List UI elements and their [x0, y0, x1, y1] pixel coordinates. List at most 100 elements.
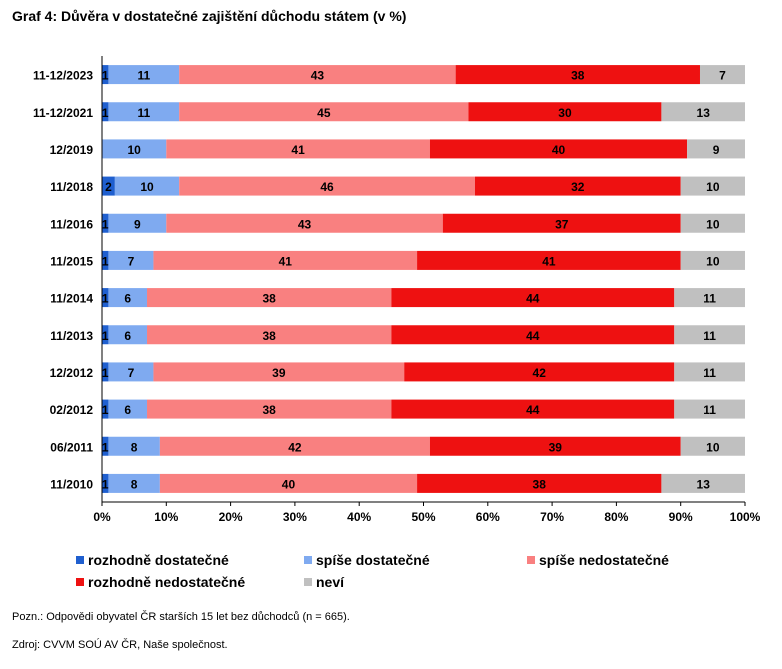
data-label: 45	[317, 106, 331, 120]
legend-item: spíše dostatečné	[304, 552, 430, 568]
data-label: 10	[706, 440, 720, 454]
category-label: 11-12/2023	[33, 69, 93, 83]
bar-segment	[102, 473, 109, 493]
data-label: 11	[703, 403, 716, 417]
data-label: 32	[571, 180, 585, 194]
data-label: 1	[102, 69, 109, 83]
bar-segment	[674, 325, 745, 345]
data-label: 11	[137, 69, 150, 83]
x-tick-label: 30%	[283, 510, 307, 524]
data-label: 7	[719, 69, 726, 83]
data-label: 1	[102, 440, 109, 454]
x-tick-label: 20%	[219, 510, 243, 524]
data-label: 40	[552, 143, 566, 157]
bar-segment	[153, 250, 418, 270]
legend-swatch	[304, 578, 312, 586]
data-label: 46	[320, 180, 334, 194]
bar-segment	[166, 139, 430, 159]
data-label: 11	[703, 329, 716, 343]
bar-segment	[108, 325, 148, 345]
data-label: 8	[131, 477, 138, 491]
x-tick-label: 60%	[476, 510, 500, 524]
data-label: 38	[571, 69, 585, 83]
bar-segment	[108, 436, 160, 456]
bar-segment	[147, 288, 392, 308]
bar-segment	[468, 102, 662, 122]
bar-segment	[166, 213, 443, 233]
x-tick-label: 80%	[604, 510, 628, 524]
data-label: 10	[140, 180, 154, 194]
data-label: 38	[263, 292, 277, 306]
footnote: Pozn.: Odpovědi obyvatel ČR starších 15 …	[12, 611, 350, 623]
data-label: 6	[124, 403, 131, 417]
bar-segment	[102, 65, 109, 85]
data-label: 13	[697, 106, 711, 120]
legend-swatch	[76, 578, 84, 586]
data-label: 7	[128, 254, 135, 268]
bar-segment	[102, 399, 109, 419]
data-label: 8	[131, 440, 138, 454]
x-tick-label: 100%	[730, 510, 761, 524]
bar-segment	[108, 250, 154, 270]
bar-segment	[674, 399, 745, 419]
data-label: 41	[542, 254, 556, 268]
bar-segment	[391, 399, 675, 419]
data-label: 1	[102, 366, 109, 380]
bar-segment	[391, 288, 675, 308]
data-label: 40	[282, 477, 296, 491]
category-label: 12/2012	[50, 366, 94, 380]
data-label: 39	[549, 440, 563, 454]
bar-segment	[429, 436, 681, 456]
chart-legend: rozhodně dostatečné spíše dostatečné spíše…	[76, 552, 776, 596]
bar-segment	[159, 436, 430, 456]
data-label: 41	[291, 143, 305, 157]
x-tick-label: 90%	[669, 510, 693, 524]
data-label: 10	[127, 143, 141, 157]
data-label: 44	[526, 292, 540, 306]
bar-segment	[102, 176, 115, 196]
bar-segment	[102, 250, 109, 270]
data-label: 1	[102, 477, 109, 491]
bar-segment	[159, 473, 418, 493]
data-label: 11	[137, 106, 150, 120]
category-label: 11/2015	[50, 254, 93, 268]
bar-segment	[680, 176, 745, 196]
data-label: 44	[526, 329, 540, 343]
legend-label: spíše nedostatečné	[539, 552, 669, 568]
bar-segment	[674, 288, 745, 308]
x-tick-label: 0%	[93, 510, 111, 524]
bar-segment	[417, 473, 662, 493]
x-tick-label: 50%	[411, 510, 435, 524]
bar-segment	[429, 139, 688, 159]
x-tick-label: 10%	[154, 510, 178, 524]
bar-segment	[455, 65, 700, 85]
legend-label: rozhodně nedostatečné	[88, 574, 246, 590]
bar-segment	[102, 362, 109, 382]
bar-segment	[102, 436, 109, 456]
bar-segment	[179, 102, 469, 122]
bar-segment	[108, 362, 154, 382]
data-label: 1	[102, 329, 109, 343]
bar-segment	[102, 102, 109, 122]
legend-item: rozhodně nedostatečné	[76, 574, 245, 590]
data-label: 41	[279, 254, 293, 268]
category-label: 12/2019	[50, 143, 94, 157]
data-label: 9	[134, 217, 141, 231]
legend-item: spíše nedostatečné	[527, 552, 669, 568]
category-label: 11/2013	[50, 329, 93, 343]
x-tick-label: 40%	[347, 510, 371, 524]
data-label: 42	[288, 440, 302, 454]
category-label: 11/2016	[50, 217, 93, 231]
category-label: 11/2018	[50, 180, 93, 194]
data-label: 10	[706, 180, 720, 194]
bar-segment	[108, 288, 148, 308]
data-label: 44	[526, 403, 540, 417]
legend-item: rozhodně dostatečné	[76, 552, 229, 568]
data-label: 38	[533, 477, 547, 491]
category-labels-group: 11-12/2023 11-12/2021 12/2019 11/2018 11/201…	[33, 69, 93, 492]
legend-label: neví	[316, 574, 345, 590]
category-label: 11/2010	[50, 477, 93, 491]
legend-label: spíše dostatečné	[316, 552, 430, 568]
